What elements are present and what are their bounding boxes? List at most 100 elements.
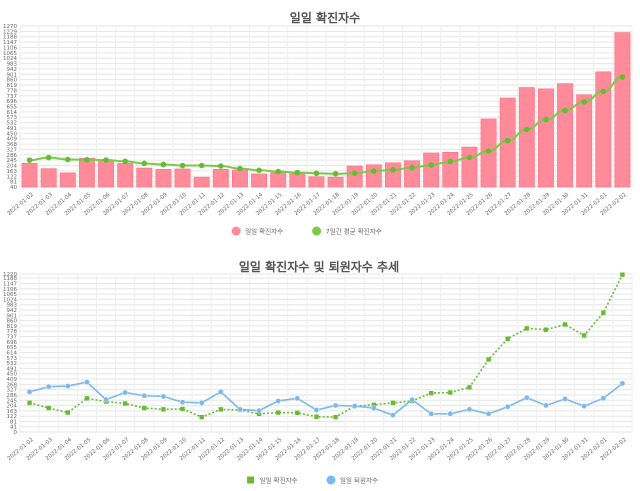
data-point xyxy=(314,414,319,419)
y-tick-label: 860 xyxy=(7,78,18,84)
y-tick-label: 901 xyxy=(7,313,18,319)
y-tick-label: 1106 xyxy=(3,45,17,51)
y-tick-label: 1188 xyxy=(3,276,17,282)
y-tick-label: 614 xyxy=(7,350,18,356)
data-point xyxy=(45,154,52,161)
y-tick-label: 1024 xyxy=(3,56,17,62)
chart-2: 0418112216320424528632736840945049153257… xyxy=(3,272,633,462)
data-point xyxy=(27,400,32,406)
data-point xyxy=(198,400,205,406)
data-point xyxy=(237,406,243,413)
bar xyxy=(442,152,459,188)
data-point xyxy=(466,406,473,413)
y-tick-label: 1024 xyxy=(3,297,17,303)
data-point xyxy=(122,158,128,165)
y-tick-label: 81 xyxy=(10,180,17,186)
data-point xyxy=(103,157,109,163)
bar xyxy=(174,168,191,188)
data-point xyxy=(160,393,167,400)
series-line xyxy=(29,274,624,418)
data-point xyxy=(448,390,453,395)
legend-item[interactable]: 일일 퇴원자수 xyxy=(326,475,378,485)
legend-item[interactable]: 일일 확진자수 xyxy=(231,226,283,236)
data-point xyxy=(179,162,186,169)
data-point xyxy=(26,157,33,163)
data-point xyxy=(313,170,320,177)
data-point xyxy=(428,162,434,168)
y-tick-label: 1065 xyxy=(3,51,17,57)
legend-swatch xyxy=(326,475,336,485)
bar xyxy=(21,162,38,188)
data-point xyxy=(428,390,434,396)
data-point xyxy=(371,402,377,408)
bar xyxy=(136,167,153,188)
data-point xyxy=(313,407,320,413)
bar xyxy=(423,152,440,188)
data-point xyxy=(142,405,147,411)
data-point xyxy=(294,395,301,402)
series-line xyxy=(29,381,623,417)
y-tick-label: 737 xyxy=(7,94,18,100)
y-tick-label: 696 xyxy=(7,99,18,105)
data-point xyxy=(84,156,90,163)
data-point xyxy=(485,411,492,417)
data-point xyxy=(65,156,71,163)
data-point xyxy=(467,385,472,390)
y-tick-label: 1106 xyxy=(3,287,17,293)
bar xyxy=(576,94,593,188)
chart-1-legend[interactable]: 일일 확진자수 7일간 평균 확진자수 xyxy=(231,226,382,236)
legend-item[interactable]: 7일간 평균 확진자수 xyxy=(312,226,382,236)
y-tick-label: 1065 xyxy=(3,292,17,298)
y-tick-label: 1270 xyxy=(3,24,17,30)
bar xyxy=(251,173,268,188)
y-tick-label: 778 xyxy=(7,329,18,335)
data-point xyxy=(390,167,396,173)
data-point xyxy=(256,407,262,414)
data-point xyxy=(218,389,224,395)
y-tick-label: 1220 xyxy=(3,272,17,278)
chart-2-legend[interactable]: 일일 확진자수 일일 퇴원자수 xyxy=(247,475,378,485)
bar xyxy=(59,172,76,188)
bar xyxy=(155,169,172,188)
data-point xyxy=(409,396,415,403)
data-point xyxy=(485,148,492,154)
y-tick-label: 286 xyxy=(7,393,18,399)
y-tick-label: 327 xyxy=(7,147,18,153)
data-point xyxy=(543,116,549,123)
data-point xyxy=(46,405,51,411)
legend-swatch xyxy=(231,226,241,236)
data-point xyxy=(562,396,568,402)
bar xyxy=(614,32,631,188)
y-tick-label: 696 xyxy=(7,340,18,346)
bar xyxy=(40,168,57,188)
y-tick-label: 532 xyxy=(7,361,18,367)
legend-item[interactable]: 일일 확진자수 xyxy=(247,476,298,485)
data-point xyxy=(486,357,491,362)
legend-label: 일일 확진자수 xyxy=(260,476,298,485)
y-tick-label: 450 xyxy=(7,372,18,378)
data-point xyxy=(122,401,128,406)
y-tick-label: 573 xyxy=(7,356,18,362)
y-tick-label: 819 xyxy=(7,324,18,330)
y-tick-label: 614 xyxy=(7,110,18,116)
bar xyxy=(117,163,134,188)
bar xyxy=(212,169,229,188)
y-tick-label: 1188 xyxy=(3,35,17,41)
data-point xyxy=(65,383,71,389)
data-point xyxy=(237,165,243,172)
data-point xyxy=(294,169,301,176)
data-point xyxy=(505,336,510,341)
data-point xyxy=(543,402,549,409)
bar xyxy=(327,176,344,188)
data-point xyxy=(409,164,415,171)
y-tick-label: 163 xyxy=(7,409,18,415)
data-point xyxy=(333,414,338,420)
y-tick-label: 286 xyxy=(7,153,18,159)
y-tick-label: 655 xyxy=(7,345,18,351)
bar xyxy=(346,165,363,188)
data-point xyxy=(447,158,454,165)
data-point xyxy=(601,310,606,316)
data-point xyxy=(45,383,52,390)
data-point xyxy=(198,162,205,169)
